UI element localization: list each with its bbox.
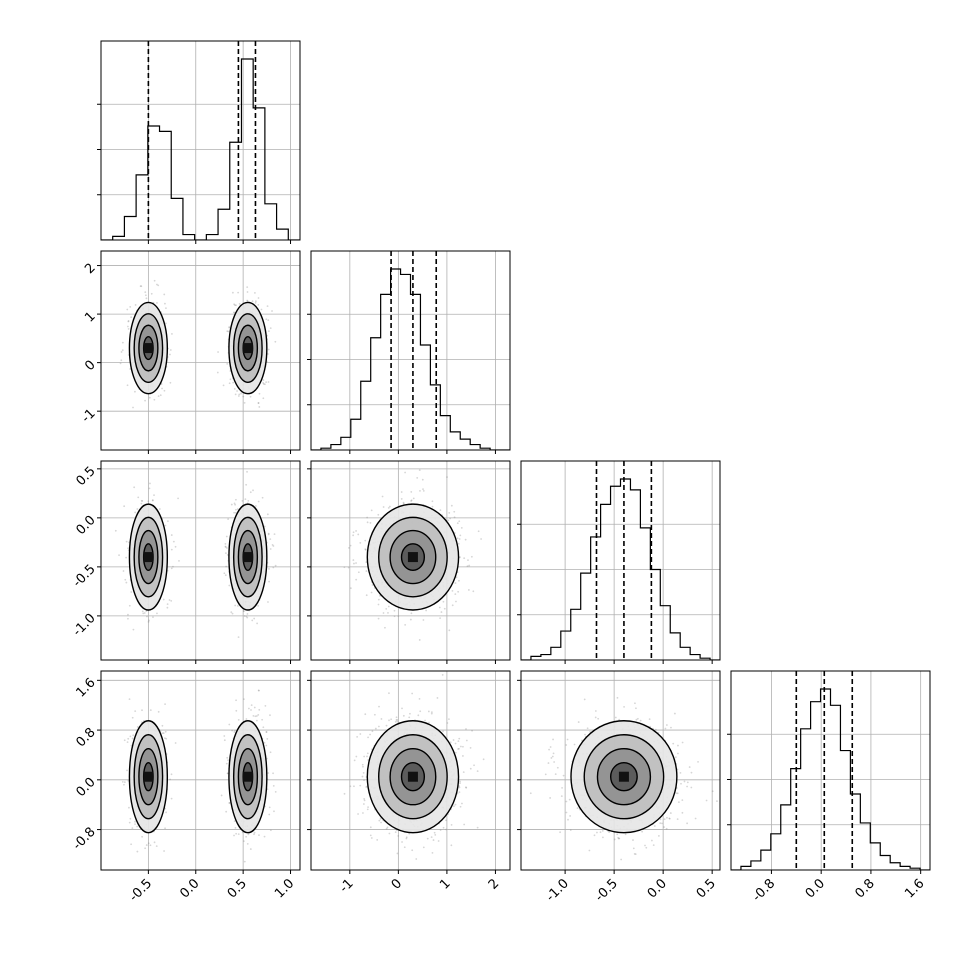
- density-contours: [366, 720, 460, 834]
- panel-frame: [520, 670, 721, 871]
- density-contours: [128, 720, 268, 834]
- density-peak: [242, 552, 253, 563]
- x-tick-label: 0.8: [853, 876, 878, 901]
- y-tick-label: 0.0: [73, 775, 98, 800]
- density-contours: [128, 301, 268, 395]
- density-peak: [242, 771, 253, 782]
- panel-0-0: [97, 40, 301, 244]
- panel-frame: [520, 460, 721, 661]
- density-contours: [128, 503, 268, 611]
- x-tick-label: -0.5: [127, 876, 156, 905]
- histogram-3: [731, 688, 930, 870]
- panel-2-0: -1.0 -0.5 0.0 0.5: [70, 460, 301, 664]
- x-tick-label: 0.0: [803, 876, 828, 901]
- y-tick-label: 1: [82, 309, 98, 325]
- x-tick-label: 1.6: [902, 876, 927, 901]
- panel-3-3: -0.8 0.0 0.8 1.6: [727, 670, 931, 905]
- panel-1-1: [307, 250, 511, 454]
- x-tick-label: 0.5: [225, 876, 250, 901]
- y-tick-label: 1.6: [73, 675, 98, 700]
- density-peak: [143, 771, 154, 782]
- x-tick-label: 0.5: [694, 876, 719, 901]
- histogram-2: [521, 478, 720, 660]
- panel-2-2: [517, 460, 721, 664]
- x-tick-label: 0.0: [645, 876, 670, 901]
- panel-3-2: -1.0 -0.5 0.0 0.5: [517, 670, 721, 905]
- y-tick-label: -1.0: [70, 611, 99, 640]
- panel-frame: [100, 40, 301, 241]
- y-tick-label: 0.8: [73, 725, 98, 750]
- panel-1-0: -1 0 1 2: [79, 250, 301, 454]
- panel-frame: [100, 670, 301, 871]
- x-tick-label: -1.0: [543, 876, 572, 905]
- density-peak: [143, 552, 154, 563]
- x-tick-label: 0.0: [177, 876, 202, 901]
- y-tick-label: 0: [82, 358, 98, 374]
- panel-3-0: -0.5 0.0 0.5 1.0 -0.8 0.0 0.8 1.6: [70, 670, 301, 905]
- panel-3-1: -1 0 1 2: [307, 670, 511, 896]
- x-tick-label: 2: [486, 876, 502, 892]
- y-tick-label: -0.8: [70, 825, 99, 854]
- density-peak: [407, 552, 418, 563]
- panel-frame: [310, 460, 511, 661]
- density-contours: [570, 720, 678, 834]
- x-tick-label: -1: [337, 876, 357, 896]
- panel-frame: [730, 670, 931, 871]
- x-tick-label: 1: [437, 876, 453, 892]
- y-tick-label: 0.0: [73, 513, 98, 538]
- panel-frame: [100, 460, 301, 661]
- y-tick-label: 2: [82, 261, 98, 277]
- panel-frame: [310, 250, 511, 451]
- histogram-1: [311, 268, 510, 450]
- panel-frame: [310, 670, 511, 871]
- x-tick-label: 0: [389, 876, 405, 892]
- x-tick-label: 1.0: [272, 876, 297, 901]
- density-contours: [366, 503, 460, 611]
- y-tick-label: 0.5: [73, 464, 98, 489]
- x-tick-label: -0.5: [592, 876, 621, 905]
- y-tick-label: -0.5: [70, 562, 99, 591]
- density-peak: [242, 343, 253, 354]
- x-tick-label: -0.8: [750, 876, 779, 905]
- density-peak: [618, 771, 629, 782]
- panel-2-1: [307, 460, 511, 664]
- density-peak: [143, 343, 154, 354]
- histogram-0: [101, 58, 300, 240]
- y-tick-label: -1: [79, 406, 99, 426]
- panel-frame: [100, 250, 301, 451]
- density-peak: [407, 771, 418, 782]
